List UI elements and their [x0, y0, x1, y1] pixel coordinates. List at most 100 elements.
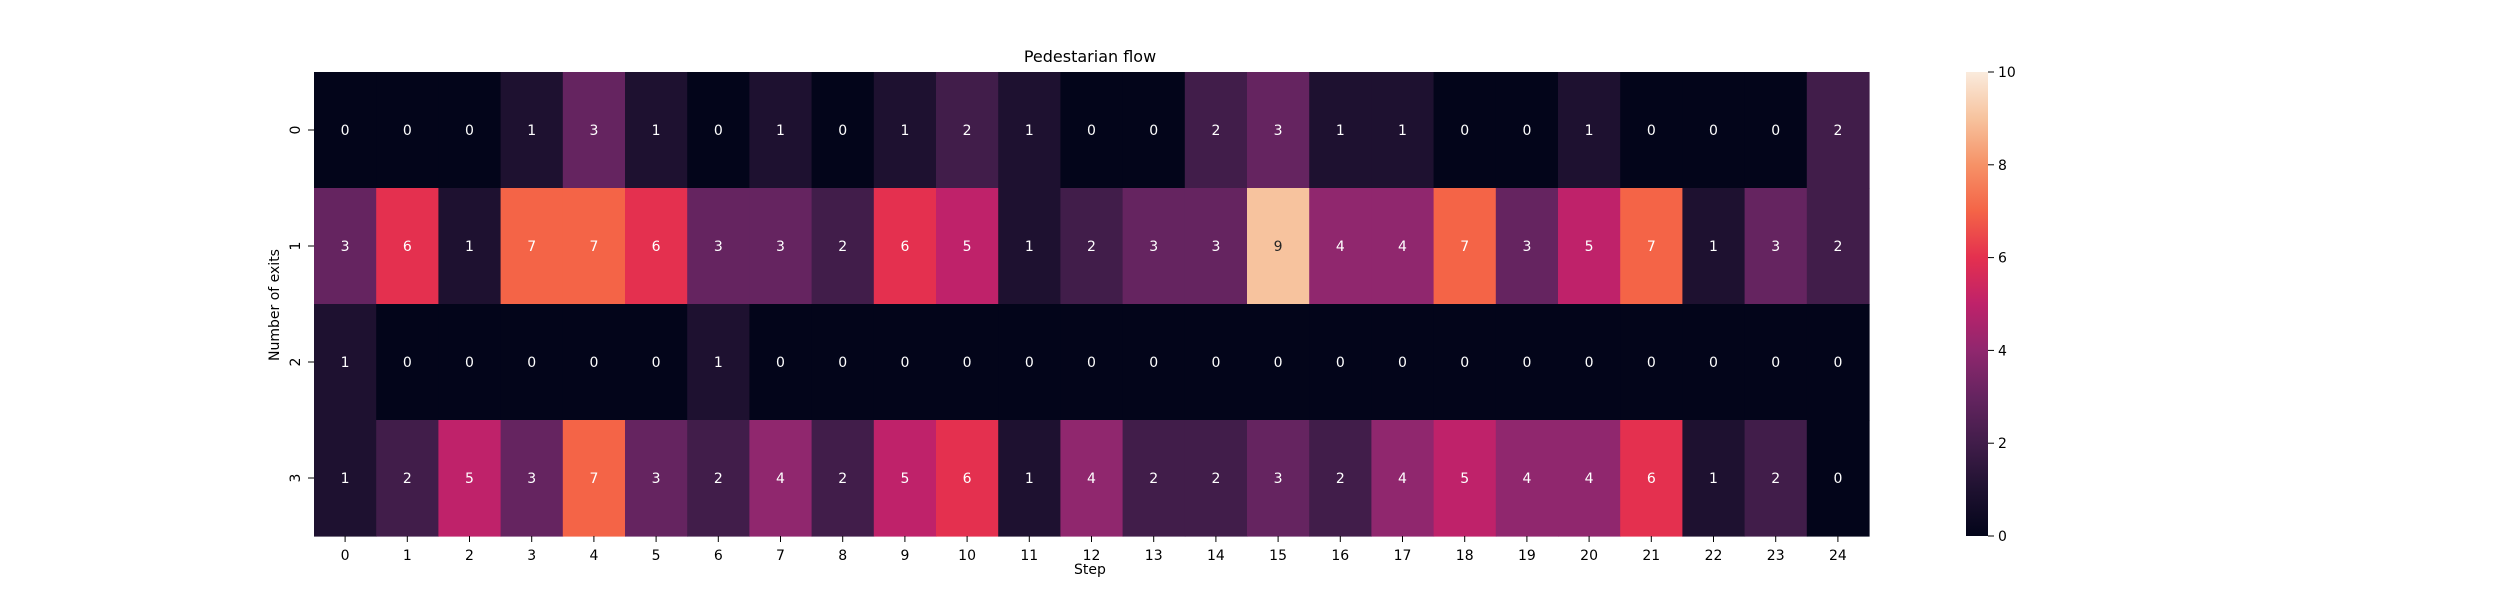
heatmap-cell — [1558, 304, 1621, 421]
heatmap-cell — [1309, 420, 1372, 537]
heatmap-cell — [438, 72, 502, 189]
heatmap-cell — [1682, 72, 1746, 189]
heatmap-cell — [376, 72, 439, 189]
heatmap-cell — [749, 304, 813, 421]
cell-value-label: 0 — [1336, 355, 1345, 371]
heatmap-cell — [811, 304, 875, 421]
cell-value-label: 3 — [527, 471, 536, 487]
heatmap-cell — [1247, 304, 1310, 421]
heatmap-cell — [625, 188, 688, 305]
x-axis-ticks: 0 1 2 3 4 5 6 7 8 9 10 11 12 13 14 15 16 17 18 19 20 21 22 23 24 — [341, 536, 1847, 564]
heatmap-cell — [998, 72, 1061, 189]
cell-value-label: 0 — [1149, 123, 1158, 139]
colorbar-tick-label: 10 — [1998, 65, 2016, 81]
x-tick-label: 3 — [527, 548, 536, 564]
y-tick-label: 3 — [288, 474, 304, 483]
cell-value-label: 3 — [1274, 471, 1283, 487]
heatmap-cell — [936, 72, 999, 189]
heatmap-cell — [1371, 72, 1435, 189]
x-tick-label: 18 — [1456, 548, 1474, 564]
heatmap-cell — [562, 72, 626, 189]
heatmap-cell — [1682, 188, 1746, 305]
heatmap-cell — [811, 72, 875, 189]
cell-value-label: 0 — [776, 355, 785, 371]
x-tick-label: 9 — [900, 548, 909, 564]
heatmap-cell — [1184, 304, 1248, 421]
cell-value-label: 1 — [1025, 239, 1034, 255]
heatmap-cell — [811, 188, 875, 305]
cell-value-label: 7 — [527, 239, 536, 255]
heatmap-cell — [1806, 304, 1870, 421]
heatmap-cell — [1620, 304, 1683, 421]
heatmap-cell — [500, 188, 564, 305]
x-tick-label: 0 — [341, 548, 350, 564]
heatmap-cell — [1184, 72, 1248, 189]
x-tick-label: 7 — [776, 548, 785, 564]
heatmap-cell — [873, 72, 937, 189]
cell-value-label: 3 — [1522, 239, 1531, 255]
cell-value-label: 7 — [589, 239, 598, 255]
cell-value-label: 0 — [714, 123, 723, 139]
cell-value-label: 2 — [1833, 123, 1842, 139]
heatmap-cell — [1309, 72, 1372, 189]
y-axis-label: Number of exits — [267, 249, 283, 361]
heatmap-cell — [1806, 72, 1870, 189]
cell-value-label: 4 — [1398, 471, 1407, 487]
cell-value-label: 0 — [1211, 355, 1220, 371]
cell-value-label: 0 — [465, 355, 474, 371]
x-tick-label: 23 — [1767, 548, 1785, 564]
cell-value-label: 1 — [776, 123, 785, 139]
heatmap-cell — [936, 188, 999, 305]
cell-value-label: 5 — [465, 471, 474, 487]
heatmap-cell — [1495, 72, 1559, 189]
cell-value-label: 1 — [465, 239, 474, 255]
heatmap-cell — [562, 304, 626, 421]
cell-value-label: 0 — [403, 123, 412, 139]
cell-value-label: 1 — [1709, 239, 1718, 255]
colorbar — [1966, 72, 1988, 536]
cell-value-label: 1 — [1025, 471, 1034, 487]
cell-value-label: 4 — [1522, 471, 1531, 487]
cell-value-label: 0 — [1771, 123, 1780, 139]
heatmap-cell — [376, 420, 439, 537]
heatmap-cell — [314, 188, 377, 305]
heatmap-cell — [749, 72, 813, 189]
cell-value-label: 0 — [1585, 355, 1594, 371]
heatmap-cell — [314, 420, 377, 537]
heatmap-cell — [1433, 304, 1497, 421]
heatmap-cell — [687, 420, 750, 537]
cell-value-label: 4 — [776, 471, 785, 487]
cell-value-label: 0 — [1087, 355, 1096, 371]
heatmap-cell — [1558, 188, 1621, 305]
cell-value-label: 0 — [1709, 123, 1718, 139]
cell-value-label: 1 — [341, 471, 350, 487]
heatmap-cell — [314, 304, 377, 421]
y-tick-label: 2 — [288, 358, 304, 367]
heatmap-cell — [1309, 188, 1372, 305]
cell-value-label: 0 — [1522, 355, 1531, 371]
cell-value-label: 1 — [714, 355, 723, 371]
heatmap-cell — [873, 304, 937, 421]
cell-value-label: 0 — [652, 355, 661, 371]
heatmap-cell — [1620, 420, 1683, 537]
cell-value-label: 6 — [403, 239, 412, 255]
cell-value-label: 3 — [776, 239, 785, 255]
cell-value-label: 0 — [1398, 355, 1407, 371]
heatmap-cell — [1744, 188, 1808, 305]
cell-value-label: 2 — [1087, 239, 1096, 255]
colorbar-tick-label: 2 — [1998, 436, 2007, 452]
cell-value-label: 0 — [1522, 123, 1531, 139]
cell-value-label: 0 — [1833, 355, 1842, 371]
x-tick-label: 6 — [714, 548, 723, 564]
colorbar-tick-label: 6 — [1998, 251, 2007, 267]
cell-value-label: 1 — [1709, 471, 1718, 487]
cell-value-label: 4 — [1585, 471, 1594, 487]
cell-value-label: 2 — [963, 123, 972, 139]
cell-value-label: 6 — [900, 239, 909, 255]
heatmap-cell — [1184, 188, 1248, 305]
heatmap-cell — [1620, 188, 1683, 305]
heatmap-cell — [749, 188, 813, 305]
heatmap-cell — [1558, 420, 1621, 537]
cell-value-label: 1 — [1585, 123, 1594, 139]
x-tick-label: 2 — [465, 548, 474, 564]
